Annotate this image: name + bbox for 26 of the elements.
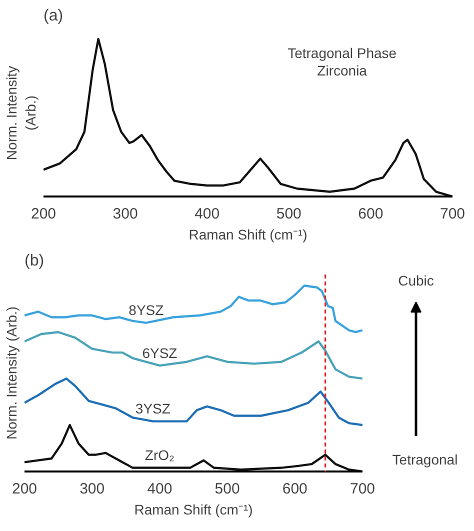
x-tick-label: 600 [282, 480, 308, 498]
x-tick-label: 300 [112, 206, 138, 222]
series-label: 6YSZ [142, 344, 178, 361]
x-tick-label: 200 [12, 480, 38, 498]
x-tick-label: 300 [80, 480, 105, 498]
x-tick-label: 700 [350, 480, 376, 498]
x-tick-label: 400 [147, 480, 172, 498]
x-tick-label: 200 [30, 206, 56, 222]
series-label: ZrO₂ [144, 447, 174, 464]
y-axis-title: Norm. Intensity (Arb.) [3, 66, 38, 160]
text: Tetragonal [392, 452, 458, 468]
x-tick-label: 600 [358, 206, 384, 222]
annotation: Zirconia [317, 62, 368, 78]
annotation: Tetragonal Phase [288, 45, 397, 62]
x-axis-title: Raman Shift (cm⁻¹) [188, 226, 308, 242]
text: Cubic [398, 272, 434, 288]
chart-title: (b) [24, 252, 44, 270]
series-label: 3YSZ [135, 400, 171, 417]
x-tick-label: 700 [440, 206, 466, 222]
y-axis-title: Norm. Intensity (Arb.) [4, 306, 20, 440]
x-tick-label: 400 [194, 206, 220, 222]
chart-title: (a) [44, 8, 64, 24]
x-tick-label: 500 [214, 480, 240, 498]
x-axis-title: Raman Shift (cm⁻¹) [134, 502, 253, 518]
series-label: 8YSZ [128, 302, 164, 318]
x-tick-label: 500 [276, 206, 302, 222]
